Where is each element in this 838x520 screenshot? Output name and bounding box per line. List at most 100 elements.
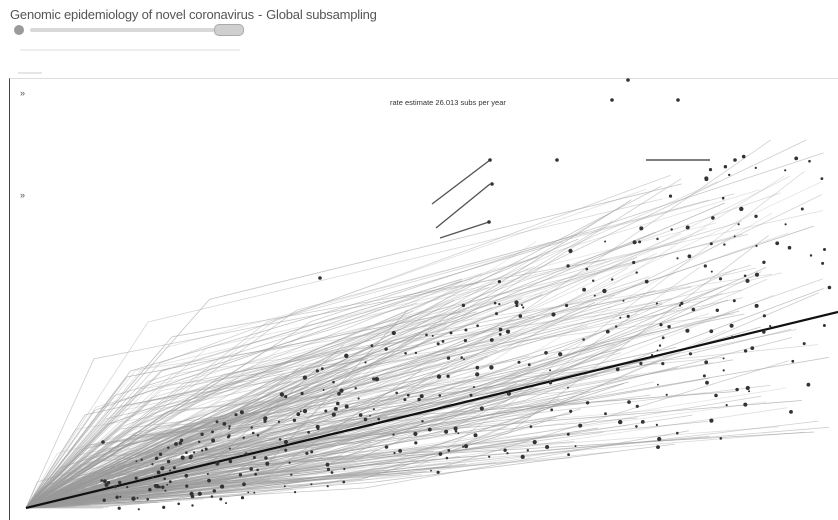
tree-tip[interactable]: [762, 314, 767, 318]
tree-tip[interactable]: [342, 480, 346, 484]
tree-tip[interactable]: [234, 413, 238, 417]
tree-tip[interactable]: [403, 398, 407, 402]
tree-tip[interactable]: [198, 440, 201, 444]
tree-tip[interactable]: [326, 485, 329, 488]
tree-tip[interactable]: [222, 422, 227, 426]
tree-tip[interactable]: [821, 261, 825, 265]
tree-tip[interactable]: [207, 478, 211, 483]
tree-tip[interactable]: [374, 377, 380, 382]
tree-tip[interactable]: [322, 389, 325, 391]
tree-tip[interactable]: [310, 450, 314, 454]
tree-tip[interactable]: [344, 404, 349, 409]
tree-tip[interactable]: [488, 455, 491, 458]
tree-tip[interactable]: [318, 276, 322, 280]
tree-tip[interactable]: [526, 449, 529, 452]
tree-tip[interactable]: [755, 244, 758, 247]
tree-tip[interactable]: [445, 456, 449, 460]
tree-tip[interactable]: [514, 300, 519, 305]
tree-tip[interactable]: [711, 216, 715, 220]
tree-tip[interactable]: [657, 436, 662, 442]
tree-tip[interactable]: [505, 329, 511, 334]
tree-tip[interactable]: [566, 264, 570, 268]
tree-tip[interactable]: [737, 223, 740, 226]
tree-tip[interactable]: [320, 367, 324, 371]
tree-tip[interactable]: [667, 325, 671, 329]
tree-tip[interactable]: [462, 445, 465, 448]
date-range-slider[interactable]: [30, 28, 215, 32]
tree-tip[interactable]: [558, 352, 563, 357]
tree-tip[interactable]: [729, 323, 734, 328]
tree-tip[interactable]: [193, 451, 196, 454]
tree-tip[interactable]: [249, 467, 253, 471]
tree-tip[interactable]: [180, 455, 185, 460]
tree-tip[interactable]: [721, 196, 725, 200]
tree-tip[interactable]: [283, 439, 288, 445]
tree-tip[interactable]: [733, 235, 736, 238]
tree-tip[interactable]: [137, 508, 140, 511]
tree-tip[interactable]: [548, 381, 553, 385]
tree-tip[interactable]: [219, 497, 223, 501]
tree-tip[interactable]: [119, 495, 122, 498]
tree-tip[interactable]: [784, 169, 787, 172]
tree-tip[interactable]: [244, 452, 248, 456]
tree-tip[interactable]: [488, 158, 492, 162]
tree-tip[interactable]: [473, 433, 478, 438]
tree-tip[interactable]: [490, 182, 494, 186]
tree-tip[interactable]: [676, 431, 679, 435]
tree-tip[interactable]: [806, 382, 811, 387]
tree-tip[interactable]: [517, 360, 521, 364]
tree-tip[interactable]: [678, 304, 682, 307]
tree-tip[interactable]: [136, 497, 139, 499]
tree-tip[interactable]: [705, 380, 709, 385]
tree-tip[interactable]: [277, 420, 281, 423]
tree-tip[interactable]: [518, 314, 523, 318]
tree-tip[interactable]: [791, 359, 795, 363]
tree-tip[interactable]: [723, 243, 726, 246]
tree-tip[interactable]: [585, 267, 589, 271]
tree-tip[interactable]: [676, 98, 680, 102]
tree-tip[interactable]: [302, 375, 307, 380]
tree-tip[interactable]: [688, 352, 693, 356]
tree-tip[interactable]: [288, 461, 291, 464]
tree-tip[interactable]: [827, 285, 832, 290]
tree-tip[interactable]: [691, 307, 696, 312]
tree-tip[interactable]: [549, 369, 552, 372]
tree-tip[interactable]: [419, 394, 424, 399]
tree-tip[interactable]: [436, 342, 440, 346]
tree-tip[interactable]: [177, 502, 180, 506]
tree-tip[interactable]: [239, 410, 244, 415]
tree-tip[interactable]: [441, 340, 445, 343]
tree-tip[interactable]: [808, 159, 811, 163]
tree-tip[interactable]: [639, 361, 643, 366]
tree-tip[interactable]: [377, 417, 381, 421]
tree-tip[interactable]: [102, 498, 106, 502]
tree-tip[interactable]: [802, 342, 806, 346]
tree-tip[interactable]: [134, 476, 138, 480]
tree-tip[interactable]: [163, 477, 166, 481]
tree-tip[interactable]: [168, 480, 172, 484]
tree-tip[interactable]: [179, 438, 184, 443]
tree-tip[interactable]: [146, 497, 149, 501]
tree-tip[interactable]: [469, 393, 473, 397]
tree-tip[interactable]: [251, 431, 255, 435]
tree-tip[interactable]: [680, 301, 684, 305]
tree-tip[interactable]: [240, 496, 245, 500]
tree-tip[interactable]: [750, 346, 755, 350]
tree-tip[interactable]: [574, 445, 577, 448]
tree-tip[interactable]: [632, 260, 636, 265]
tree-tip[interactable]: [151, 463, 154, 466]
tree-tip[interactable]: [615, 367, 620, 372]
tree-tip[interactable]: [436, 374, 442, 379]
tree-tip[interactable]: [545, 445, 550, 449]
tree-tip[interactable]: [174, 442, 178, 446]
tree-tip[interactable]: [656, 349, 659, 352]
tree-tip[interactable]: [449, 331, 453, 335]
tree-tip[interactable]: [489, 365, 494, 370]
tree-tip[interactable]: [475, 365, 480, 370]
tree-tip[interactable]: [640, 420, 645, 424]
tree-tip[interactable]: [823, 248, 826, 251]
tree-tip[interactable]: [506, 452, 509, 455]
tree-tip[interactable]: [279, 392, 285, 397]
tree-tip[interactable]: [453, 426, 458, 431]
tree-tip[interactable]: [167, 446, 170, 449]
